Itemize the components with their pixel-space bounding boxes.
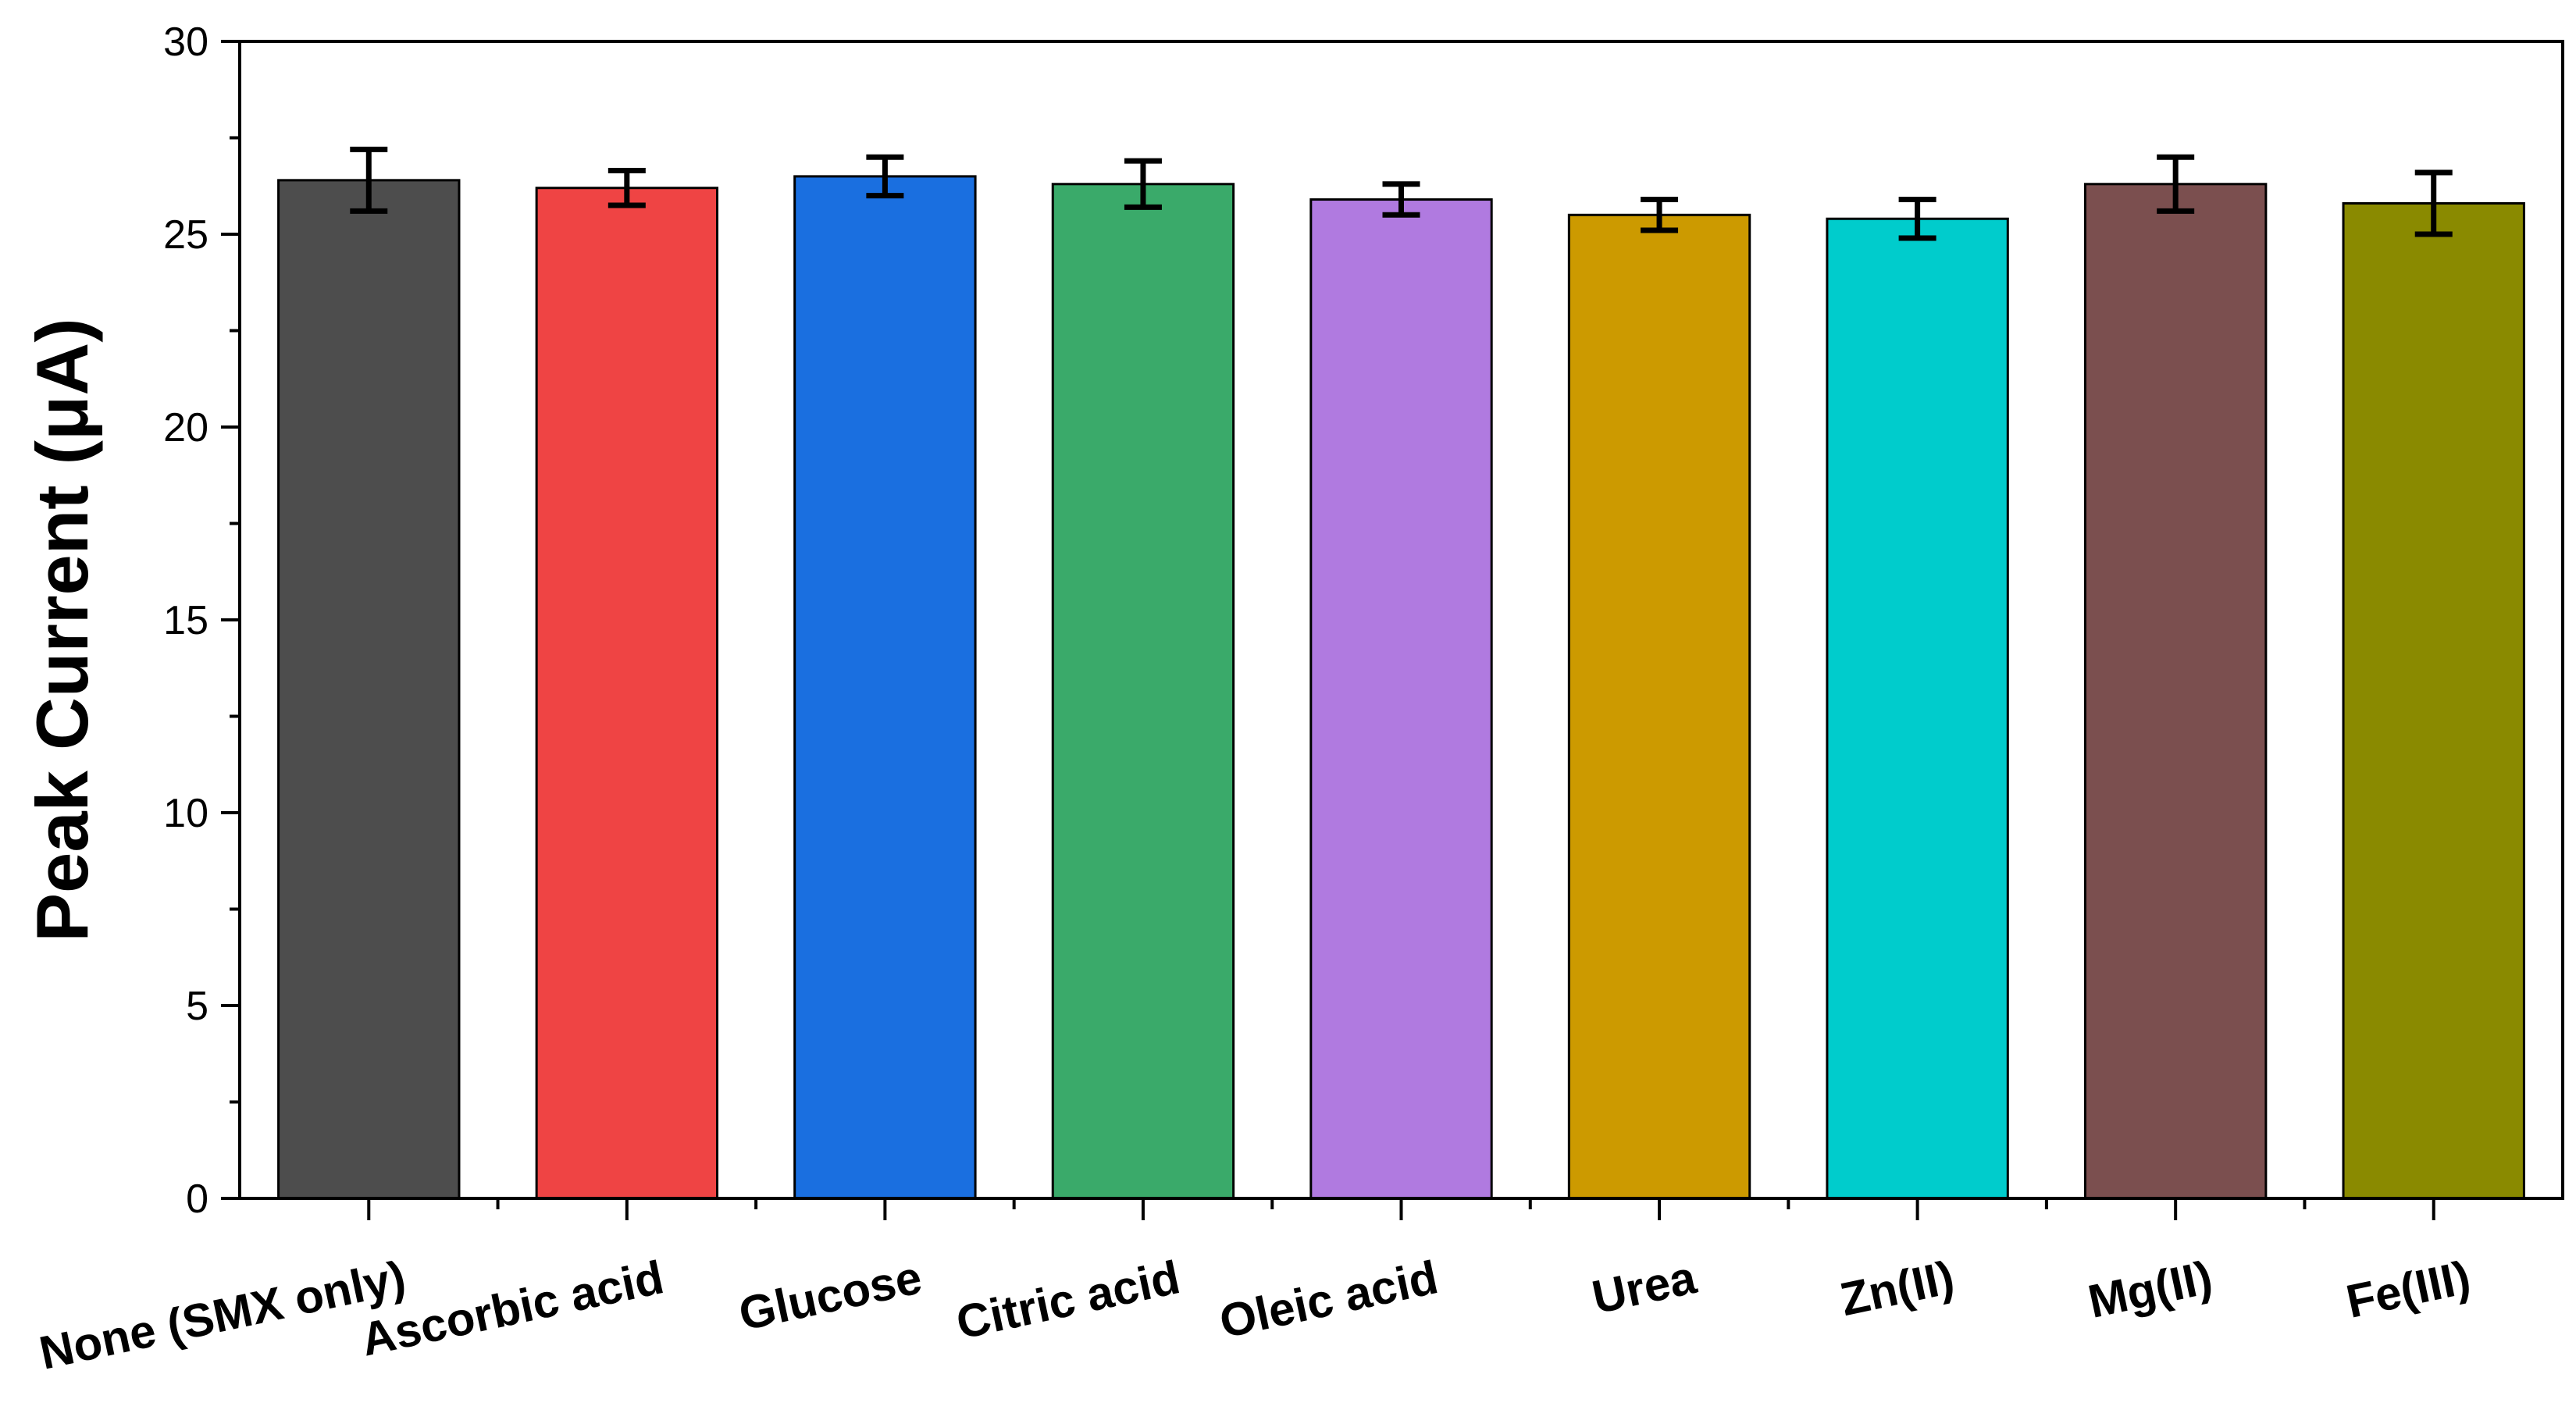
error-bar-5 bbox=[1641, 197, 1679, 233]
x-tick-label-5: Urea bbox=[1587, 1251, 1701, 1323]
bar-3 bbox=[1051, 183, 1235, 1200]
error-bar-0 bbox=[350, 146, 388, 214]
x-tick-label-8: Fe(III) bbox=[2342, 1251, 2474, 1328]
x-tick-label-6: Zn(II) bbox=[1836, 1251, 1958, 1326]
error-bar-7 bbox=[2157, 154, 2195, 214]
error-bar-6 bbox=[1898, 197, 1936, 241]
bar-1 bbox=[535, 187, 719, 1200]
x-tick-label-0: None (SMX only) bbox=[35, 1251, 410, 1380]
y-tick-label-30: 30 bbox=[163, 20, 208, 65]
error-bar-4 bbox=[1382, 181, 1420, 218]
bar-6 bbox=[1826, 217, 2009, 1200]
error-bar-1 bbox=[607, 167, 646, 208]
bar-0 bbox=[277, 179, 461, 1200]
bar-7 bbox=[2083, 183, 2268, 1200]
chart-marks bbox=[277, 146, 2525, 1200]
bar-2 bbox=[793, 175, 977, 1200]
x-tick-label-7: Mg(II) bbox=[2083, 1251, 2216, 1328]
x-tick-label-4: Oleic acid bbox=[1215, 1251, 1442, 1347]
bar-8 bbox=[2342, 201, 2525, 1200]
y-tick-label-25: 25 bbox=[163, 212, 208, 258]
y-tick-label-15: 15 bbox=[163, 598, 208, 643]
y-tick-label-0: 0 bbox=[186, 1177, 208, 1222]
y-axis-label: Peak Current (μA) bbox=[21, 318, 103, 942]
bar-5 bbox=[1567, 213, 1751, 1200]
x-tick-label-1: Ascorbic acid bbox=[357, 1251, 668, 1365]
x-tick-label-2: Glucose bbox=[735, 1251, 927, 1340]
x-tick-label-3: Citric acid bbox=[952, 1251, 1185, 1349]
error-bar-8 bbox=[2414, 169, 2453, 237]
y-tick-label-5: 5 bbox=[186, 984, 208, 1029]
y-tick-label-20: 20 bbox=[163, 405, 208, 450]
error-bar-2 bbox=[866, 154, 904, 199]
bar-4 bbox=[1309, 198, 1493, 1200]
y-tick-label-10: 10 bbox=[163, 791, 208, 836]
error-bar-3 bbox=[1124, 158, 1162, 210]
